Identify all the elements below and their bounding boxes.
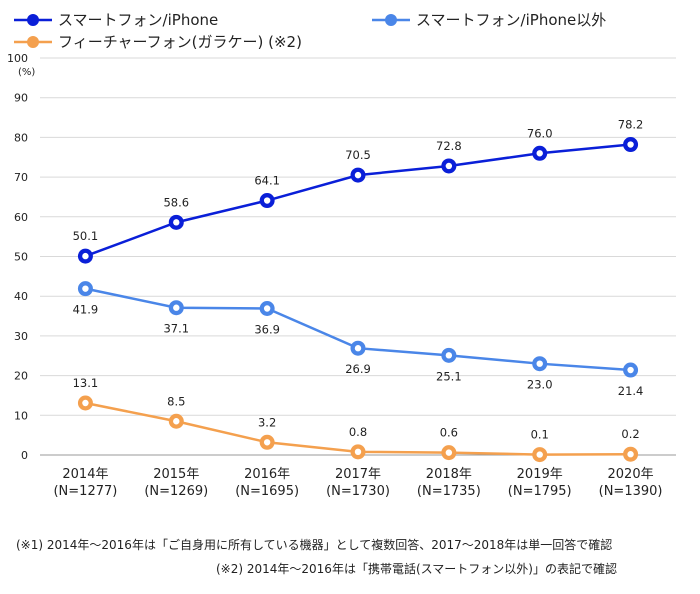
- data-point-center: [627, 451, 634, 458]
- y-unit-label: (%): [18, 67, 35, 78]
- y-tick-label: 80: [14, 131, 28, 144]
- y-tick-label: 20: [14, 370, 28, 383]
- data-label: 41.9: [73, 303, 99, 317]
- series-layer: 50.1 58.6 64.1 70.5 72.8 76.0 78.2 41.9 37.1 36.9…: [73, 118, 644, 463]
- y-tick-label: 40: [14, 290, 28, 303]
- x-tick-n: (N=1795): [508, 484, 572, 499]
- y-tick-label: 100: [7, 52, 28, 65]
- legend-label: スマートフォン/iPhone: [58, 11, 218, 29]
- data-label: 78.2: [618, 118, 644, 132]
- x-tick-n: (N=1730): [326, 484, 390, 499]
- legend-marker: [27, 36, 39, 48]
- data-point-center: [354, 171, 362, 179]
- data-point-center: [354, 448, 362, 456]
- data-point-center: [445, 449, 453, 456]
- x-axis: 2014年 (N=1277) 2015年 (N=1269) 2016年 (N=1695) 2…: [53, 467, 662, 499]
- data-point-center: [627, 366, 634, 374]
- x-tick-n: (N=1390): [599, 484, 663, 499]
- footnote-1: (※1) 2014年～2016年は「ご自身用に所有している機器」として複数回答、…: [16, 538, 613, 552]
- y-axis: 0 10 20 30 40 50 60 70 80 90 100 (%): [7, 52, 35, 462]
- x-tick-year: 2014年: [62, 467, 108, 482]
- x-tick-n: (N=1735): [417, 484, 481, 499]
- data-label: 76.0: [527, 126, 553, 140]
- x-tick-n: (N=1269): [144, 484, 208, 499]
- data-label: 72.8: [436, 139, 462, 153]
- data-label: 58.6: [163, 195, 189, 209]
- y-tick-label: 50: [14, 251, 28, 264]
- data-label: 25.1: [436, 369, 462, 383]
- data-point-center: [445, 352, 453, 359]
- legend: スマートフォン/iPhone スマートフォン/iPhone以外フィーチャーフォン(…: [14, 11, 606, 51]
- x-tick-year: 2018年: [426, 467, 472, 482]
- x-tick-year: 2016年: [244, 467, 290, 482]
- gridlines: [40, 57, 676, 456]
- data-point-center: [82, 285, 89, 292]
- data-point-center: [536, 451, 543, 458]
- data-point-center: [82, 399, 89, 407]
- data-point-center: [536, 360, 543, 367]
- y-tick-label: 30: [14, 330, 28, 343]
- data-label: 3.2: [258, 415, 276, 429]
- y-tick-label: 0: [21, 449, 28, 462]
- data-label: 70.5: [345, 148, 371, 162]
- data-label: 21.4: [618, 384, 644, 398]
- legend-marker: [27, 14, 39, 26]
- data-point-center: [354, 345, 362, 352]
- data-label: 23.0: [527, 378, 553, 392]
- data-label: 36.9: [254, 323, 280, 337]
- y-tick-label: 90: [14, 92, 28, 105]
- y-tick-label: 10: [14, 409, 28, 422]
- series-group: 13.1 8.5 3.2 0.8 0.6 0.1 0.2: [73, 376, 640, 463]
- data-label: 0.8: [349, 425, 367, 439]
- data-label: 0.6: [440, 426, 458, 440]
- data-point-center: [173, 304, 180, 311]
- y-tick-label: 70: [14, 171, 28, 184]
- data-point-center: [627, 141, 634, 148]
- data-label: 50.1: [73, 229, 99, 243]
- line-chart: スマートフォン/iPhone スマートフォン/iPhone以外フィーチャーフォン(…: [7, 11, 676, 499]
- x-tick-year: 2020年: [608, 467, 654, 482]
- data-point-center: [445, 162, 453, 170]
- data-point-center: [263, 439, 271, 446]
- data-point-center: [173, 418, 180, 425]
- data-label: 8.5: [167, 394, 185, 408]
- x-tick-n: (N=1277): [53, 484, 117, 499]
- x-tick-year: 2015年: [153, 467, 199, 482]
- x-tick-n: (N=1695): [235, 484, 299, 499]
- legend-marker: [385, 14, 397, 26]
- data-point-center: [173, 219, 180, 226]
- data-label: 37.1: [163, 322, 189, 336]
- data-point-center: [536, 150, 543, 157]
- data-label: 0.2: [621, 427, 639, 441]
- data-point-center: [263, 305, 271, 312]
- data-label: 13.1: [73, 376, 99, 390]
- series-group: 50.1 58.6 64.1 70.5 72.8 76.0 78.2: [73, 118, 644, 264]
- data-point-center: [263, 197, 271, 204]
- y-tick-label: 60: [14, 211, 28, 224]
- legend-label: フィーチャーフォン(ガラケー) (※2): [58, 33, 302, 51]
- data-point-center: [82, 252, 89, 260]
- footnote-2: (※2) 2014年～2016年は「携帯電話(スマートフォン以外)」の表記で確認: [216, 562, 617, 576]
- series-group: 41.9 37.1 36.9 26.9 25.1 23.0 21.4: [73, 281, 644, 398]
- x-tick-year: 2019年: [517, 467, 563, 482]
- data-label: 26.9: [345, 362, 371, 376]
- x-tick-year: 2017年: [335, 467, 381, 482]
- data-label: 64.1: [254, 174, 280, 188]
- data-label: 0.1: [531, 428, 549, 442]
- legend-label: スマートフォン/iPhone以外: [416, 11, 606, 29]
